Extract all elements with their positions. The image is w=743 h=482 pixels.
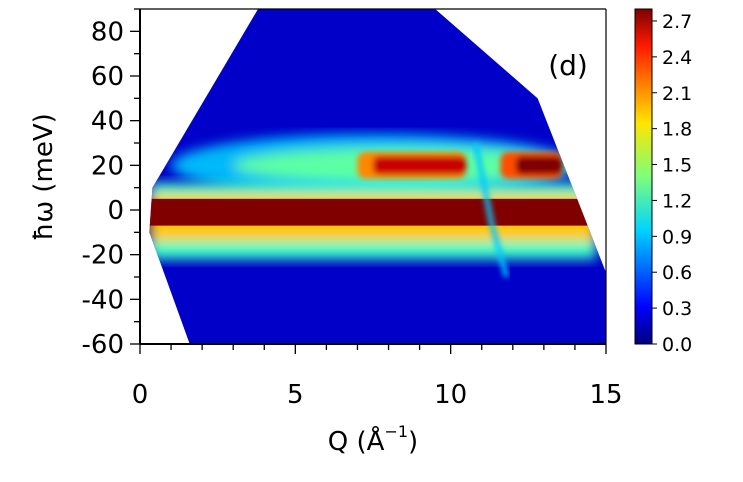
axes [130, 8, 607, 354]
panel-label: (d) [548, 49, 588, 82]
hotspot-core-0 [373, 156, 467, 175]
x-tick-label: 15 [589, 380, 622, 410]
colorbar-tick-label: 0.6 [662, 262, 692, 284]
colorbar-tick-label: 2.4 [662, 47, 692, 69]
elastic-line [149, 198, 597, 226]
y-tick-label: 0 [107, 196, 124, 226]
y-axis-label: ħω (meV) [29, 113, 59, 241]
colorbar-tick-label: 1.5 [662, 155, 692, 177]
y-tick-labels: -60 -40 -20 0 20 40 60 80 [82, 17, 124, 360]
colorbar-tick-label: 0.3 [662, 298, 692, 320]
y-tick-label: 80 [91, 17, 124, 47]
x-axis-label-close: ) [408, 427, 418, 457]
bragg-dip-line [473, 142, 509, 278]
colorbar-tick-label: 0.0 [662, 334, 692, 356]
x-tick-labels: 0 5 10 15 [132, 380, 623, 410]
colorbar-gradient [634, 8, 653, 345]
hotspot-core-1 [515, 156, 563, 175]
y-tick-label: 20 [91, 151, 124, 181]
coverage-region [149, 9, 606, 344]
x-tick-label: 10 [434, 380, 467, 410]
colorbar: 0.0 0.3 0.6 0.9 1.2 1.5 1.8 2.1 2.4 2.7 [634, 8, 692, 356]
colorbar-tick-label: 2.1 [662, 83, 692, 105]
y-tick-label: -20 [82, 241, 124, 271]
colorbar-tick-labels: 0.0 0.3 0.6 0.9 1.2 1.5 1.8 2.1 2.4 2.7 [652, 11, 692, 356]
y-tick-label: -60 [82, 330, 124, 360]
colorbar-tick-label: 2.7 [662, 11, 692, 33]
colorbar-tick-label: 1.2 [662, 190, 692, 212]
y-tick-label: 60 [91, 62, 124, 92]
x-axis-label: Q (Å−1) [328, 422, 418, 457]
y-tick-label: 40 [91, 107, 124, 137]
y-tick-label: -40 [82, 285, 124, 315]
x-axis-label-sup: −1 [384, 422, 408, 441]
colorbar-tick-label: 0.9 [662, 226, 692, 248]
x-tick-label: 0 [132, 380, 149, 410]
x-tick-label: 5 [287, 380, 304, 410]
inelastic-hotspots [357, 151, 563, 179]
x-axis-label-main: Q (Å [328, 425, 385, 457]
bragg-dip [473, 142, 509, 278]
heatmap-area [149, 9, 606, 344]
colorbar-tick-label: 1.8 [662, 119, 692, 141]
